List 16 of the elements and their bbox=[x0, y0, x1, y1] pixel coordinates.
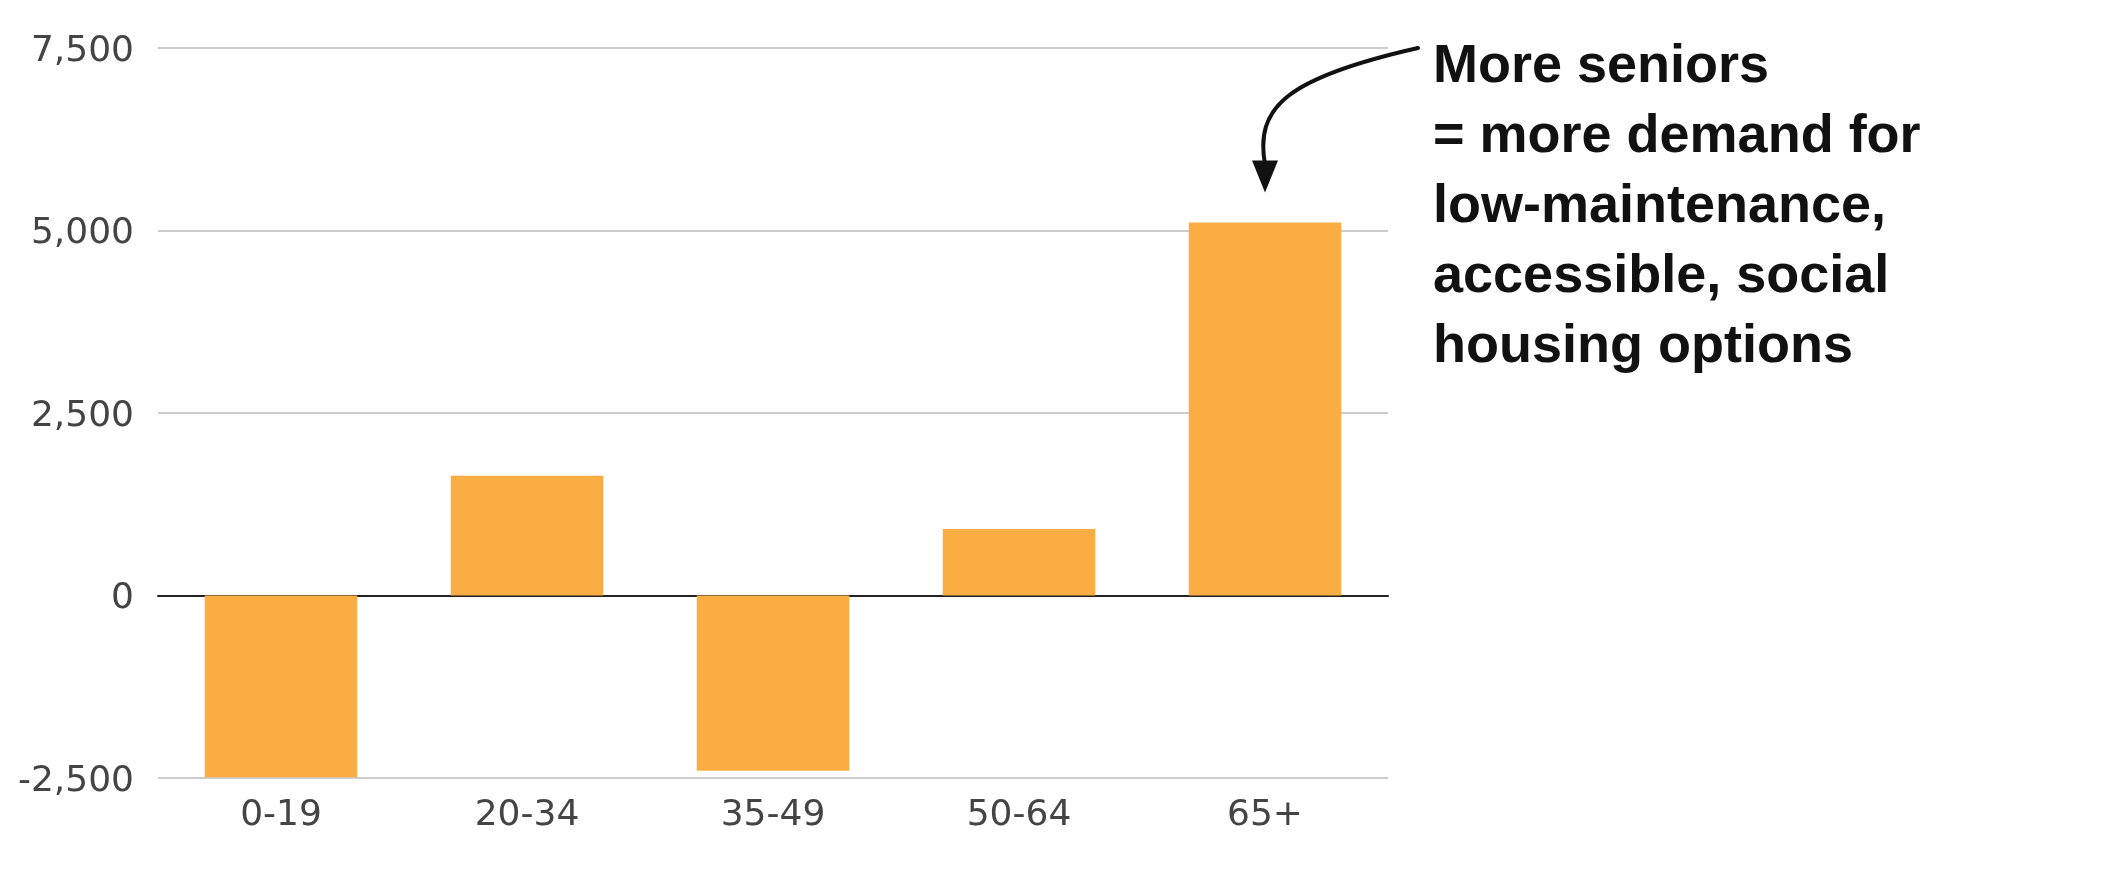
y-tick-label: 2,500 bbox=[30, 392, 134, 434]
x-tick-label: 35-49 bbox=[720, 791, 826, 833]
bar bbox=[204, 595, 358, 778]
x-tick-label: 50-64 bbox=[966, 791, 1072, 833]
y-tick-label: 0 bbox=[111, 575, 134, 616]
bar bbox=[450, 475, 604, 596]
bar bbox=[1188, 222, 1342, 596]
y-tick-label: -2,500 bbox=[17, 757, 134, 799]
x-tick-label: 20-34 bbox=[474, 791, 580, 833]
x-tick-label: 65+ bbox=[1227, 791, 1303, 833]
x-tick-label: 0-19 bbox=[240, 791, 322, 833]
y-tick-label: 7,500 bbox=[30, 27, 134, 69]
bar bbox=[942, 529, 1096, 596]
y-tick-label: 5,000 bbox=[30, 210, 134, 251]
bar bbox=[696, 595, 850, 771]
text: More seniors = more demand for low-maintenance, accessible, social housing options bbox=[1433, 33, 1921, 373]
